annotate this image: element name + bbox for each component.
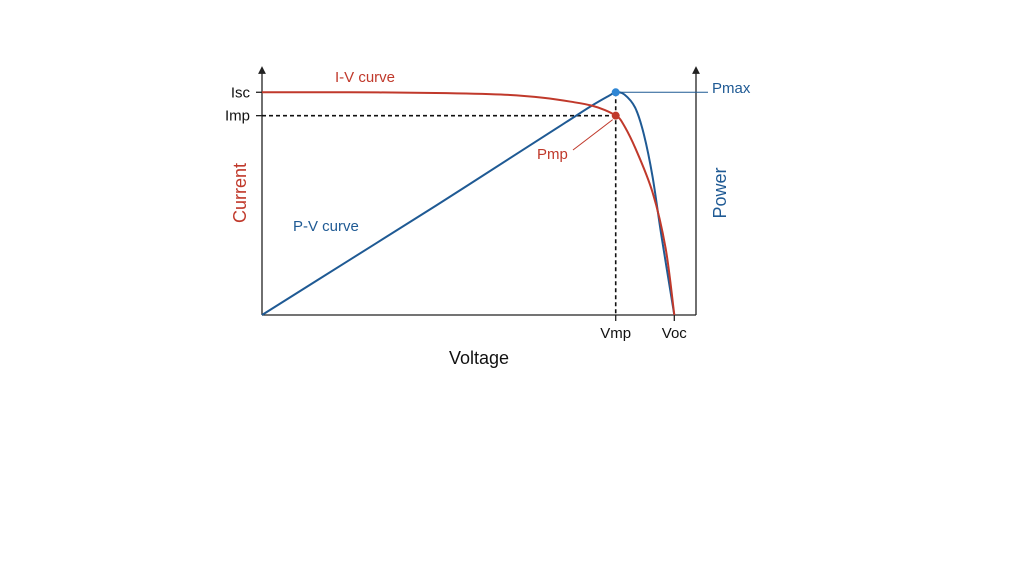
iv-curve-label: I-V curve [335,69,395,86]
tick-label-imp: Imp [225,108,250,125]
pmp-point [611,111,620,120]
iv-curve-line [261,91,676,316]
tick-label-voc: Voc [662,325,688,342]
pmp-leader-line [572,119,614,151]
tick-label-isc: Isc [231,84,251,101]
pv-curve-line [261,91,676,316]
pv-curve-label: P-V curve [293,218,359,235]
pmax-label: Pmax [712,80,751,97]
right-y-axis-title: Power [710,167,730,218]
left-y-axis-title: Current [230,163,250,223]
tick-label-vmp: Vmp [600,325,631,342]
pmax-point [611,88,620,97]
pmp-label: Pmp [537,146,568,163]
x-axis-title: Voltage [449,348,509,368]
